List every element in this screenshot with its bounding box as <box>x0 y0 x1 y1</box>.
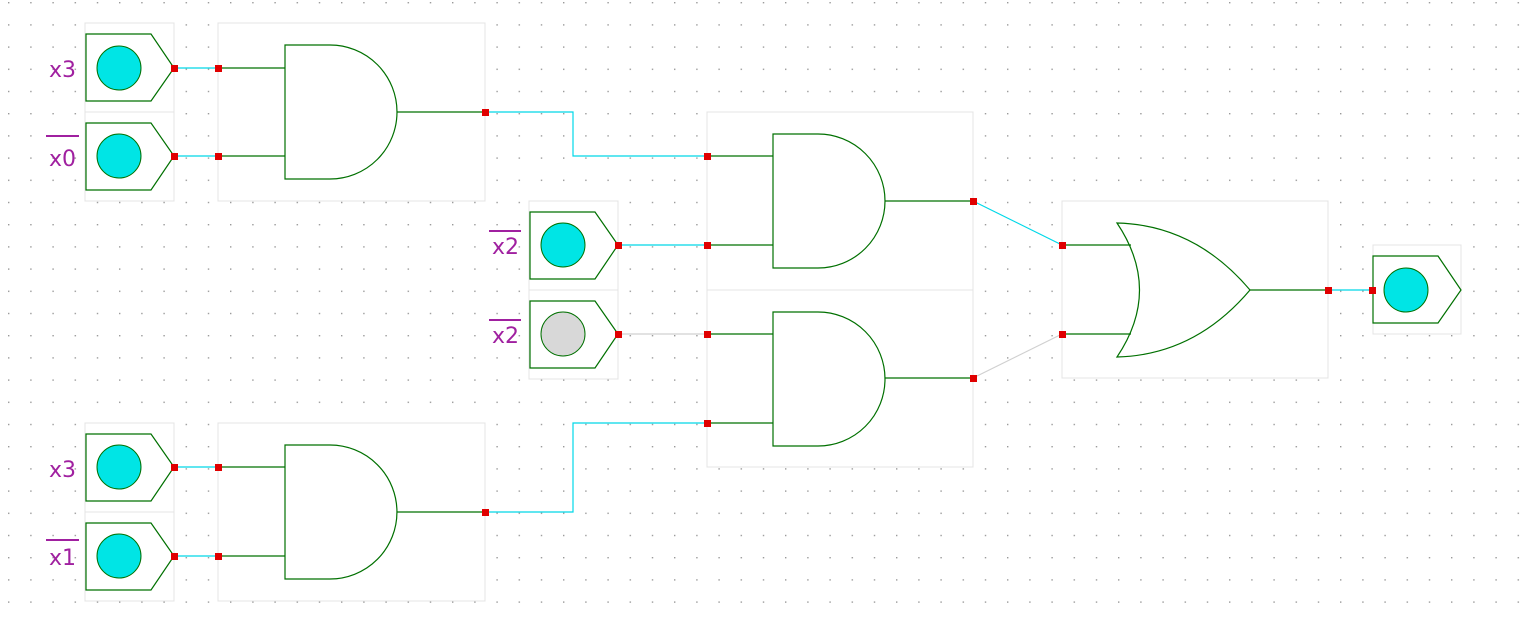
pin[interactable] <box>615 331 622 338</box>
input-label-6: x1 <box>49 546 76 571</box>
pin[interactable] <box>215 153 222 160</box>
pin[interactable] <box>171 553 178 560</box>
input-label-2: x0 <box>49 147 76 172</box>
pin[interactable] <box>171 65 178 72</box>
and-gate-3[interactable] <box>707 133 973 269</box>
pin[interactable] <box>704 420 711 427</box>
pin[interactable] <box>1059 331 1066 338</box>
pin[interactable] <box>1059 242 1066 249</box>
pin[interactable] <box>215 553 222 560</box>
wire-and4-to-or[interactable] <box>972 333 1063 379</box>
pin[interactable] <box>970 375 977 382</box>
pin[interactable] <box>1369 287 1376 294</box>
input-led-6 <box>96 533 142 579</box>
pin[interactable] <box>704 153 711 160</box>
or-gate[interactable] <box>1062 222 1328 358</box>
input-led-2 <box>96 133 142 179</box>
pin[interactable] <box>215 464 222 471</box>
input-led-5 <box>96 444 142 490</box>
input-label-3: x2 <box>492 235 519 260</box>
and-gate-4[interactable] <box>707 311 973 447</box>
wire-and3-to-or[interactable] <box>972 200 1063 246</box>
or-gate-frame <box>1061 200 1329 379</box>
input-label-5: x3 <box>49 458 76 483</box>
pin[interactable] <box>171 464 178 471</box>
pin[interactable] <box>482 109 489 116</box>
pin[interactable] <box>215 65 222 72</box>
pin[interactable] <box>704 242 711 249</box>
pin[interactable] <box>482 509 489 516</box>
input-led-4 <box>540 311 586 357</box>
pin[interactable] <box>970 198 977 205</box>
pin[interactable] <box>171 153 178 160</box>
input-label-4: x2 <box>492 324 519 349</box>
wire-and1-to-and3[interactable] <box>485 111 707 157</box>
input-label-1: x3 <box>49 58 76 83</box>
wire-and2-to-and4[interactable] <box>485 422 707 513</box>
output-led <box>1383 267 1429 313</box>
input-led-3 <box>540 222 586 268</box>
and-gate-1[interactable] <box>218 44 485 180</box>
pin[interactable] <box>704 331 711 338</box>
pin[interactable] <box>615 242 622 249</box>
and-gate-2[interactable] <box>218 444 485 580</box>
pin[interactable] <box>1325 287 1332 294</box>
input-led-1 <box>96 45 142 91</box>
